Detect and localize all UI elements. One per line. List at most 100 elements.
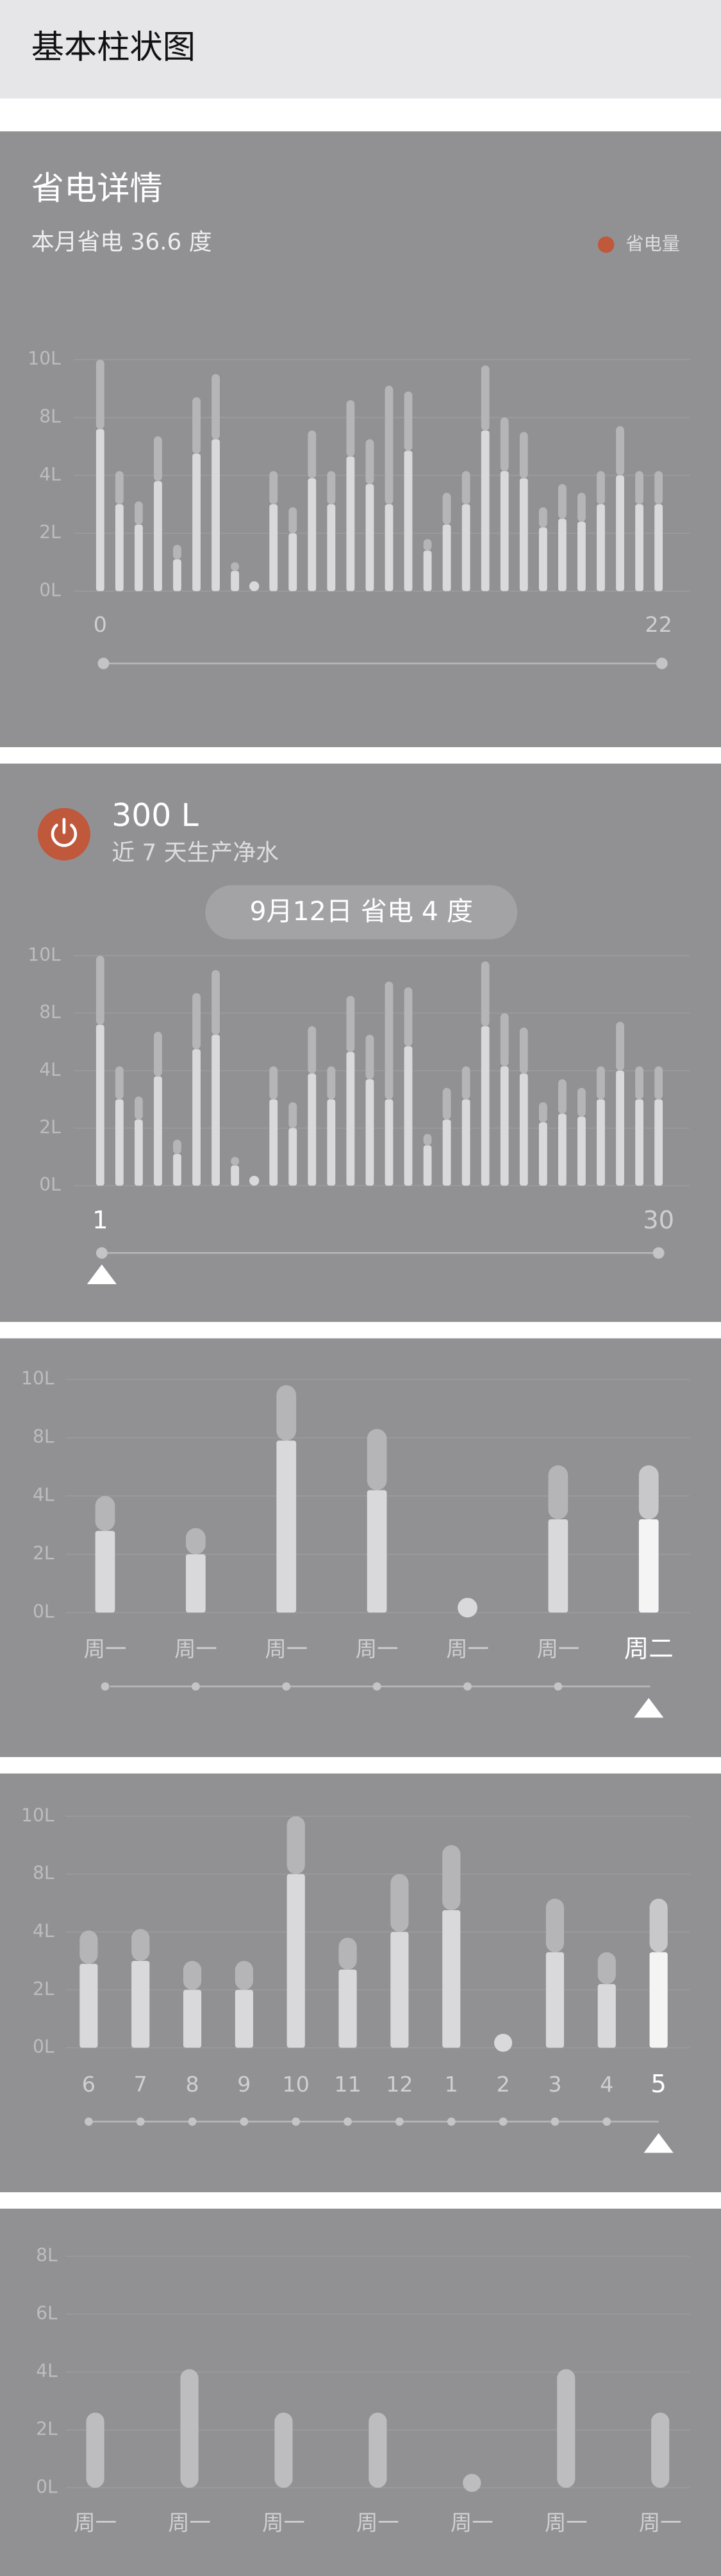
bar-segment [135,501,143,525]
bar-segment [423,550,432,591]
bar-segment [638,1465,659,1519]
y-tick-label: 2L [33,1543,54,1564]
bar-segment [180,2369,199,2488]
legend-label: 省电量 [626,233,680,254]
y-tick-label: 8L [33,1426,54,1448]
bar-segment [135,524,143,591]
bar-segment [500,1013,509,1067]
bar-segment [548,1519,568,1613]
x-tick-label: 周一 [74,2510,117,2535]
x-tick-label: 4 [600,2072,613,2097]
bar-segment [635,1099,643,1186]
bar-segment [288,507,297,534]
x-tick-label: 周一 [446,1637,489,1662]
bar-segment [638,1519,659,1613]
slider-dot [554,1682,563,1691]
bar-segment [173,545,181,559]
bar-segment [577,1087,586,1117]
bar-segment [79,1930,98,1964]
bar-segment [276,1385,297,1441]
bar-segment [186,1528,206,1555]
bar-segment [558,1079,567,1114]
bar-segment [365,484,374,591]
bar-segment [231,1165,240,1186]
bar-segment [500,1066,509,1186]
y-tick-label: 10L [21,1368,54,1389]
y-tick-label: 6L [36,2302,58,2324]
bar-segment [346,1052,355,1186]
y-tick-label: 0L [33,2036,54,2058]
bar-segment [597,471,605,505]
bar-segment [577,1116,586,1186]
bar-segment [286,1816,305,1874]
bar-segment [288,1102,297,1128]
bar-segment [635,1066,643,1100]
x-tick-label: 周一 [537,1637,580,1662]
slider-handle [634,1697,664,1718]
slider-handle [643,2133,674,2153]
bar-segment [115,1099,124,1186]
bar-segment [131,1929,150,1961]
bar-segment [95,1531,115,1613]
bar-segment [276,1441,297,1613]
bar-segment [500,417,509,472]
bar-segment [346,400,355,457]
bar-segment [235,1961,253,1990]
x-tick-label: 0 [94,612,107,637]
bar-segment [308,1073,317,1186]
bar-segment [385,504,394,591]
x-tick-label: 8 [185,2072,199,2097]
bar-segment [235,1990,253,2048]
bar-segment [616,426,624,475]
bar-zero [458,1598,477,1618]
bar-segment [649,1952,668,2048]
bar-segment [308,1026,317,1074]
x-tick-label: 周一 [356,1637,399,1662]
x-tick-label: 5 [651,2070,666,2099]
bar-segment [365,1079,374,1186]
y-tick-label: 0L [36,2476,58,2497]
bar-segment [269,1066,278,1100]
bar-segment [597,1984,616,2048]
slider-dot [188,2117,197,2126]
bar-segment [519,478,528,591]
bar-segment [365,1034,374,1080]
y-tick-label: 2L [33,1978,54,1999]
y-tick-label: 10L [28,944,61,965]
bar-segment [654,1099,663,1186]
bar-segment [442,1845,461,1911]
bar-segment [461,504,470,591]
x-tick-label: 周二 [624,1635,674,1664]
bar-segment [86,2412,104,2488]
slider-dot [84,2117,93,2126]
bar-segment [500,471,509,591]
x-tick-label: 周一 [265,1637,308,1662]
bar-segment [192,454,201,591]
bar-segment [558,518,567,591]
card-title: 省电详情 [31,169,163,208]
bar-segment [173,1153,181,1186]
bar-segment [231,1157,240,1166]
bar-segment [115,504,124,591]
x-tick-label: 周一 [639,2510,682,2535]
bar-segment [577,492,586,522]
bar-segment [649,1898,668,1953]
bar-segment [654,1066,663,1100]
tooltip-box [205,885,518,939]
bar-segment [481,365,490,431]
bar-segment [154,481,162,591]
bar-segment [390,1874,409,1932]
x-tick-label: 周一 [545,2510,588,2535]
bar-segment [115,471,124,505]
y-tick-label: 4L [33,1920,54,1942]
slider-dot [395,2117,404,2126]
bar-segment [519,1073,528,1186]
x-tick-label: 周一 [451,2510,493,2535]
bar-segment [135,1096,143,1120]
bar-segment [597,504,605,591]
bar-segment [423,1145,432,1186]
bar-segment [338,1969,357,2048]
x-tick-label: 1 [92,1206,108,1235]
bar-segment [616,475,624,591]
bar-segment [654,471,663,505]
